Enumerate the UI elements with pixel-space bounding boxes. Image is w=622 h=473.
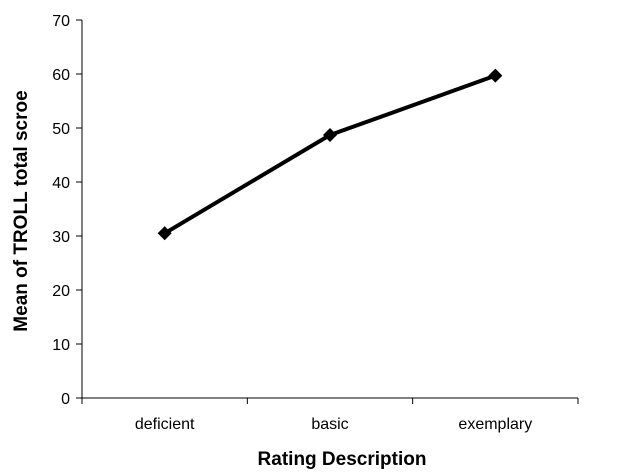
- x-tick-label: basic: [311, 416, 348, 433]
- data-point-marker: [488, 68, 503, 83]
- x-tick-label: exemplary: [458, 416, 532, 433]
- data-point-marker: [323, 128, 337, 143]
- y-tick-label: 0: [61, 391, 70, 408]
- y-tick-label: 50: [52, 121, 70, 138]
- y-axis-title: Mean of TROLL total scroe: [11, 90, 32, 331]
- y-axis: 0 10 20 30 40 50 60 70: [52, 13, 83, 408]
- y-tick-label: 40: [52, 175, 70, 192]
- y-tick-label: 10: [52, 337, 70, 354]
- series-line: [163, 73, 497, 236]
- y-tick-label: 70: [52, 13, 70, 30]
- data-point-marker: [157, 226, 172, 241]
- y-tick-label: 30: [52, 229, 70, 246]
- x-tick-label: deficient: [135, 416, 195, 433]
- y-tick-label: 20: [52, 283, 70, 300]
- y-tick-label: 60: [52, 67, 70, 84]
- x-axis: deficient basic exemplary: [81, 397, 579, 433]
- series-layer: [157, 68, 503, 241]
- x-axis-title: Rating Description: [258, 449, 427, 470]
